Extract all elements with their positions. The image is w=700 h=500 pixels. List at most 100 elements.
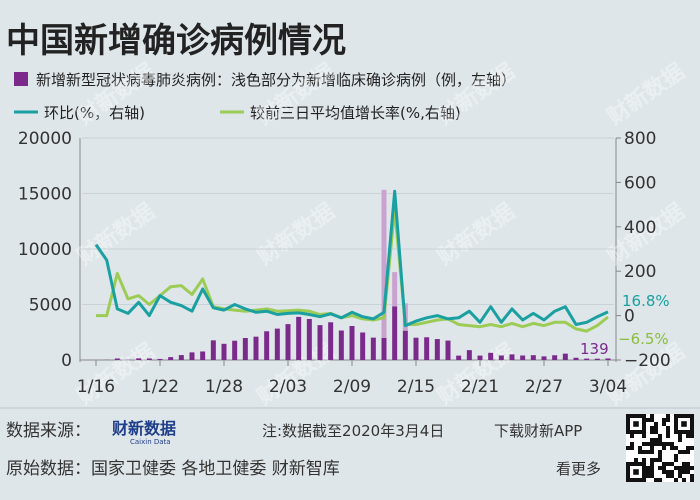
qr-module bbox=[626, 446, 630, 450]
watermark-text: 财新数据 bbox=[72, 338, 159, 410]
qr-module bbox=[658, 450, 662, 454]
bar-clinical bbox=[392, 272, 398, 307]
watermark-text: 财新数据 bbox=[252, 198, 339, 270]
qr-module bbox=[678, 450, 682, 454]
bar-confirmed bbox=[466, 350, 472, 360]
qr-module bbox=[654, 422, 658, 426]
bar-confirmed bbox=[360, 332, 366, 360]
qr-module bbox=[666, 418, 670, 422]
bar-confirmed bbox=[434, 339, 440, 360]
legend-bar-label: 新增新型冠状病毒肺炎病例：浅色部分为新增临床确诊病例（例，左轴） bbox=[36, 71, 516, 89]
qr-module bbox=[658, 478, 662, 482]
qr-module bbox=[650, 430, 654, 434]
x-tick-label: 2/09 bbox=[333, 377, 371, 397]
qr-module bbox=[650, 466, 654, 470]
qr-module bbox=[666, 426, 670, 430]
x-tick-label: 1/16 bbox=[77, 377, 115, 397]
bar-confirmed bbox=[157, 358, 163, 360]
bar-confirmed bbox=[178, 355, 184, 360]
bar-clinical bbox=[381, 189, 387, 338]
bar-confirmed bbox=[146, 358, 152, 360]
left-tick-label: 0 bbox=[61, 351, 72, 371]
bar-confirmed bbox=[605, 358, 611, 360]
qr-module bbox=[654, 426, 658, 430]
qr-module bbox=[670, 462, 674, 466]
bar-confirmed bbox=[402, 330, 408, 360]
qr-module bbox=[666, 470, 670, 474]
qr-module bbox=[650, 458, 654, 462]
x-tick-label: 1/28 bbox=[205, 377, 243, 397]
qr-module bbox=[650, 474, 654, 478]
qr-module bbox=[642, 434, 646, 438]
bar-confirmed bbox=[317, 325, 323, 360]
qr-module bbox=[690, 466, 694, 470]
qr-module bbox=[658, 438, 662, 442]
bar-confirmed bbox=[136, 358, 142, 360]
annotation-avg: −6.5% bbox=[618, 330, 669, 348]
bar-confirmed bbox=[456, 355, 462, 360]
qr-module bbox=[674, 478, 678, 482]
qr-module bbox=[678, 466, 682, 470]
bar-confirmed bbox=[392, 306, 398, 360]
bar-confirmed bbox=[509, 354, 515, 360]
bar-confirmed bbox=[594, 358, 600, 360]
download-app[interactable]: 下载财新APP bbox=[494, 422, 582, 440]
annotation-last-bar: 139 bbox=[580, 340, 609, 358]
bar-confirmed bbox=[541, 356, 547, 360]
bar-confirmed bbox=[488, 352, 494, 360]
qr-module bbox=[642, 442, 646, 446]
chart-title: 中国新增确诊病例情况 bbox=[6, 21, 346, 61]
qr-module bbox=[682, 478, 686, 482]
qr-module bbox=[678, 470, 682, 474]
left-tick-group: 0 5000 10000 15000 20000 bbox=[18, 129, 72, 371]
x-tick-label: 1/22 bbox=[141, 377, 179, 397]
qr-module bbox=[678, 434, 682, 438]
qr-module bbox=[650, 414, 654, 418]
qr-module bbox=[638, 446, 642, 450]
bar-confirmed bbox=[168, 357, 174, 360]
bar-confirmed bbox=[477, 355, 483, 360]
qr-module bbox=[662, 470, 666, 474]
qr-module bbox=[674, 446, 678, 450]
watermark-text: 财新数据 bbox=[432, 58, 519, 130]
line-group bbox=[94, 189, 609, 333]
see-more[interactable]: 看更多 bbox=[556, 460, 601, 478]
qr-module bbox=[658, 434, 662, 438]
bar-confirmed bbox=[242, 338, 248, 360]
x-tick-label: 2/27 bbox=[525, 377, 563, 397]
qr-code-icon[interactable] bbox=[626, 414, 694, 482]
qr-module bbox=[670, 474, 674, 478]
bar-confirmed bbox=[210, 340, 216, 360]
right-tick-group: −200 0 200 400 600 800 bbox=[616, 129, 671, 371]
bar-confirmed bbox=[573, 357, 579, 360]
bar-confirmed bbox=[530, 355, 536, 360]
right-tick-label: 600 bbox=[624, 173, 656, 193]
qr-finder-core bbox=[633, 469, 639, 475]
x-tick-group: 1/16 1/22 1/28 2/03 2/09 2/15 2/21 2/27 3/04 bbox=[77, 360, 627, 397]
x-tick-label: 2/15 bbox=[397, 377, 435, 397]
qr-module bbox=[654, 442, 658, 446]
qr-module bbox=[690, 478, 694, 482]
qr-module bbox=[654, 438, 658, 442]
qr-module bbox=[658, 458, 662, 462]
qr-module bbox=[650, 446, 654, 450]
legend-ring-label: 环比(%，右轴) bbox=[44, 104, 145, 122]
left-tick-label: 15000 bbox=[18, 185, 72, 205]
qr-module bbox=[650, 438, 654, 442]
bar-confirmed bbox=[338, 330, 344, 360]
bar-confirmed bbox=[200, 351, 206, 360]
qr-module bbox=[646, 470, 650, 474]
qr-module bbox=[678, 438, 682, 442]
x-tick-label: 3/04 bbox=[589, 377, 627, 397]
bar-confirmed bbox=[253, 336, 259, 360]
qr-module bbox=[662, 442, 666, 446]
annotation-ring: 16.8% bbox=[622, 292, 670, 310]
bar-confirmed bbox=[189, 352, 195, 360]
bar-confirmed bbox=[285, 324, 291, 360]
brand-logo: 财新数据 bbox=[111, 419, 176, 438]
qr-module bbox=[650, 450, 654, 454]
right-tick-label: 800 bbox=[624, 129, 656, 149]
qr-module bbox=[690, 434, 694, 438]
qr-module bbox=[646, 442, 650, 446]
qr-module bbox=[650, 462, 654, 466]
